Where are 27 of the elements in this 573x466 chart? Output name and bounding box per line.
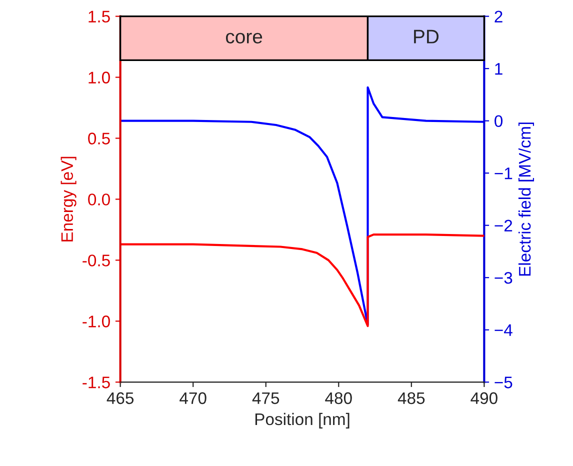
y2-tick-label: −5 bbox=[494, 376, 512, 388]
y-tick-label: -0.5 bbox=[82, 254, 110, 266]
y2-tick-label: −2 bbox=[494, 220, 512, 232]
y-axis-title: Energy [eV] bbox=[60, 156, 76, 242]
x-tick-label: 470 bbox=[180, 392, 206, 404]
line-series bbox=[120, 234, 484, 328]
band-label: PD bbox=[414, 30, 439, 44]
y2-tick-label: 0 bbox=[494, 115, 503, 128]
x-tick-label: 465 bbox=[106, 392, 134, 404]
y-tick-label: -1.0 bbox=[82, 316, 110, 328]
y-tick-label: 1.0 bbox=[88, 72, 110, 84]
y-tick-label: 1.5 bbox=[88, 10, 110, 23]
x-tick-label: 485 bbox=[398, 392, 425, 404]
y2-tick-label: −1 bbox=[494, 168, 512, 180]
y-tick-label: -1.5 bbox=[82, 376, 110, 388]
y2-tick-label: 1 bbox=[495, 63, 502, 75]
x-tick-label: 480 bbox=[325, 392, 352, 404]
y2-tick-label: −4 bbox=[494, 324, 512, 336]
band-label: core bbox=[226, 32, 262, 44]
y2-axis-title: Electric field [MV/cm] bbox=[518, 122, 534, 276]
x-tick-label: 475 bbox=[252, 392, 280, 404]
y-tick-label: 0.5 bbox=[88, 132, 110, 144]
y2-tick-label: 2 bbox=[494, 10, 502, 22]
y-tick-label: 0.0 bbox=[88, 194, 110, 206]
y2-tick-label: −3 bbox=[494, 272, 512, 284]
x-tick-label: 490 bbox=[470, 392, 498, 404]
x-axis-title: Position [nm] bbox=[255, 412, 350, 428]
